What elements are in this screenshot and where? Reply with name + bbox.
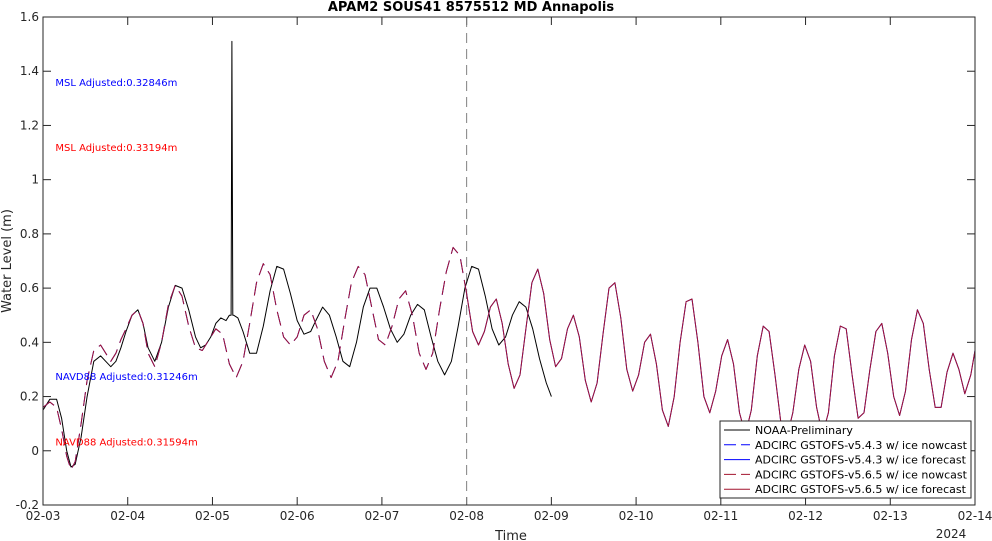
y-tick-label: 1 — [31, 173, 39, 187]
x-axis-label: Time — [494, 529, 527, 541]
datum-annotation: NAVD88 Adjusted:0.31246m — [55, 372, 197, 383]
datum-annotations: MSL Adjusted:0.32846m MSL Adjusted:0.3319… — [55, 78, 197, 448]
legend-entry: ADCIRC GSTOFS-v5.6.5 w/ ice nowcast — [755, 468, 968, 481]
y-tick-label: 0 — [31, 444, 39, 458]
series-line-adcirc-gstofs-v5-6-5-w-ice-nowcast — [42, 246, 468, 471]
x-tick-label: 02-05 — [195, 509, 230, 523]
legend: NOAA-Preliminary ADCIRC GSTOFS-v5.4.3 w/ … — [719, 420, 972, 499]
y-axis-label: Water Level (m) — [0, 209, 15, 313]
series-line-noaa-preliminary — [42, 40, 552, 468]
x-tick-label: 02-13 — [873, 509, 908, 523]
legend-entry: ADCIRC GSTOFS-v5.4.3 w/ ice nowcast — [755, 439, 968, 452]
x-tick-label: 02-07 — [364, 509, 399, 523]
series-lines — [42, 40, 976, 471]
legend-entry: ADCIRC GSTOFS-v5.4.3 w/ ice forecast — [755, 454, 967, 467]
y-tick-label: 1.6 — [20, 10, 39, 24]
x-tick-label: 02-12 — [788, 509, 823, 523]
x-tick-label: 02-14 — [958, 509, 992, 523]
plot-frame — [42, 16, 976, 506]
datum-annotation: NAVD88 Adjusted:0.31594m — [55, 437, 197, 448]
series-line-adcirc-gstofs-v5-6-5-w-ice-forecast — [466, 268, 976, 438]
x-tick-label: 02-03 — [26, 509, 61, 523]
legend-entry: NOAA-Preliminary — [755, 424, 853, 437]
y-tick-labels: -0.2 0 0.2 0.4 0.6 0.8 1 1.2 1.4 1.6 — [16, 10, 39, 512]
x-tick-label: 02-09 — [534, 509, 569, 523]
legend-entry: ADCIRC GSTOFS-v5.6.5 w/ ice forecast — [755, 483, 967, 496]
y-tick-label: 1.4 — [20, 64, 39, 78]
y-tick-label: -0.2 — [16, 498, 39, 512]
legend-box — [719, 420, 972, 499]
x-year-label: 2024 — [936, 527, 967, 541]
x-tick-label: 02-06 — [280, 509, 315, 523]
y-tick-label: 0.8 — [20, 227, 39, 241]
x-tick-label: 02-08 — [449, 509, 484, 523]
y-tick-label: 0.2 — [20, 390, 39, 404]
datum-annotation: MSL Adjusted:0.32846m — [55, 78, 177, 89]
y-tick-label: 0.4 — [20, 335, 39, 349]
x-tick-label: 02-04 — [110, 509, 145, 523]
datum-annotation: MSL Adjusted:0.33194m — [55, 143, 177, 154]
y-tick-label: 0.6 — [20, 281, 39, 295]
x-tick-label: 02-11 — [703, 509, 738, 523]
x-tick-labels: 02-03 02-04 02-05 02-06 02-07 02-08 02-09 02-10… — [26, 509, 992, 523]
y-tick-label: 1.2 — [20, 118, 39, 132]
x-tick-label: 02-10 — [619, 509, 654, 523]
chart-title: APAM2 SOUS41 8575512 MD Annapolis — [328, 0, 615, 15]
